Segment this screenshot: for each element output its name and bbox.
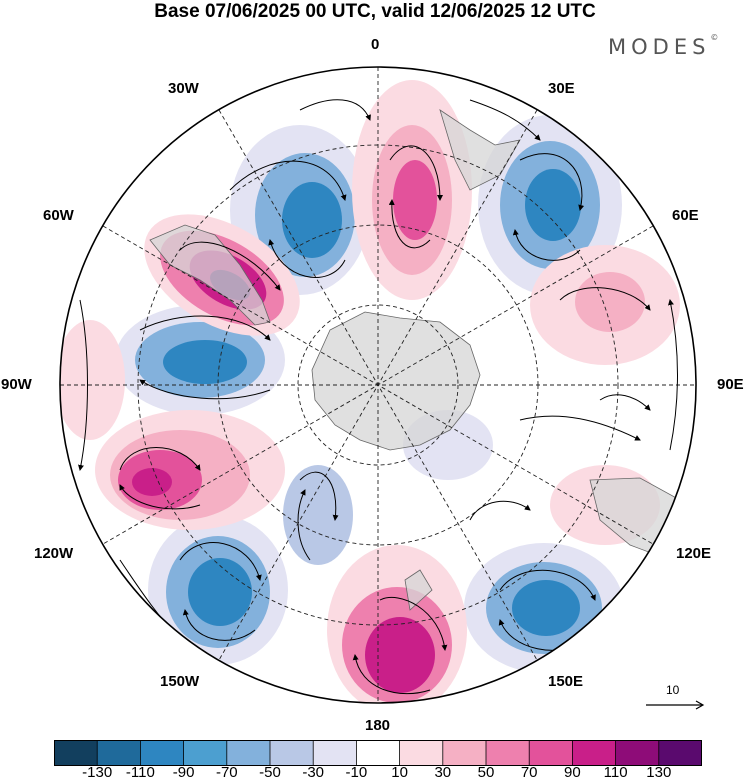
antarctica <box>311 311 481 451</box>
lon-label-150w: 150W <box>160 673 200 690</box>
reference-vector-value: 10 <box>666 683 680 697</box>
colorbar-tick-label: 30 <box>434 764 452 781</box>
lon-label-150e: 150E <box>548 673 584 690</box>
colorbar-swatch <box>140 740 185 766</box>
colorbar-tick-label: 130 <box>646 764 672 781</box>
colorbar-tick-label: -30 <box>302 764 325 781</box>
lon-label-90w: 90W <box>1 376 32 393</box>
colorbar-tick-label: -110 <box>125 764 155 781</box>
lon-label-90e: 90E <box>717 376 744 393</box>
colorbar-swatch <box>183 740 228 766</box>
brand-name: MODES <box>608 35 711 59</box>
colorbar-swatch <box>658 740 702 766</box>
lon-label-0: 0 <box>371 36 380 53</box>
colorbar-swatch <box>313 740 357 766</box>
lon-label-120e: 120E <box>676 545 712 562</box>
colorbar-swatch <box>572 740 617 766</box>
graticule <box>60 67 696 703</box>
colorbar-tick-label: 10 <box>391 764 408 781</box>
colorbar-tick-label: -70 <box>215 764 238 781</box>
lon-label-120w: 120W <box>34 545 74 562</box>
colorbar-swatch <box>486 740 530 766</box>
africa <box>439 109 521 191</box>
new-zealand <box>404 569 433 611</box>
anomaly-field <box>60 67 696 703</box>
colorbar-tick-label: -50 <box>259 764 281 781</box>
colorbar-swatch <box>356 740 401 766</box>
modes-logo: MODES© <box>608 33 719 59</box>
colorbar-tick-label: 110 <box>603 764 628 781</box>
reference-vector-arrow <box>646 700 705 710</box>
lon-label-30e: 30E <box>548 80 575 97</box>
colorbar-swatch <box>97 740 141 766</box>
colorbar-ticks: -130 -110 -90 -70 -50 -30 -10 10 30 50 70 90 110 130 <box>0 764 750 784</box>
colorbar-tick-label: 50 <box>477 764 495 781</box>
brand-mark: © <box>710 33 719 42</box>
map-title: Base 07/06/2025 00 UTC, valid 12/06/2025… <box>154 1 596 22</box>
colorbar-tick-label: -10 <box>345 764 368 781</box>
colorbar-tick-label: -90 <box>172 764 195 781</box>
colorbar-tick-label: 70 <box>520 764 538 781</box>
colorbar-swatch <box>226 740 271 766</box>
colorbar-swatch <box>270 740 314 766</box>
colorbar-swatch <box>54 740 98 766</box>
lon-label-60e: 60E <box>672 207 699 224</box>
lon-label-180: 180 <box>365 717 391 734</box>
streamlines <box>78 99 678 695</box>
colorbar-tick-label: -130 <box>82 764 113 781</box>
map-boundary <box>59 66 697 704</box>
colorbar-swatch <box>442 740 487 766</box>
colorbar-swatch <box>529 740 573 766</box>
colorbar <box>54 740 702 766</box>
colorbar-tick-label: 90 <box>564 764 581 781</box>
colorbar-swatch <box>399 740 444 766</box>
lon-label-60w: 60W <box>43 207 74 224</box>
colorbar-swatch <box>615 740 660 766</box>
colorbar-frame <box>54 740 702 766</box>
lon-label-30w: 30W <box>168 80 199 97</box>
